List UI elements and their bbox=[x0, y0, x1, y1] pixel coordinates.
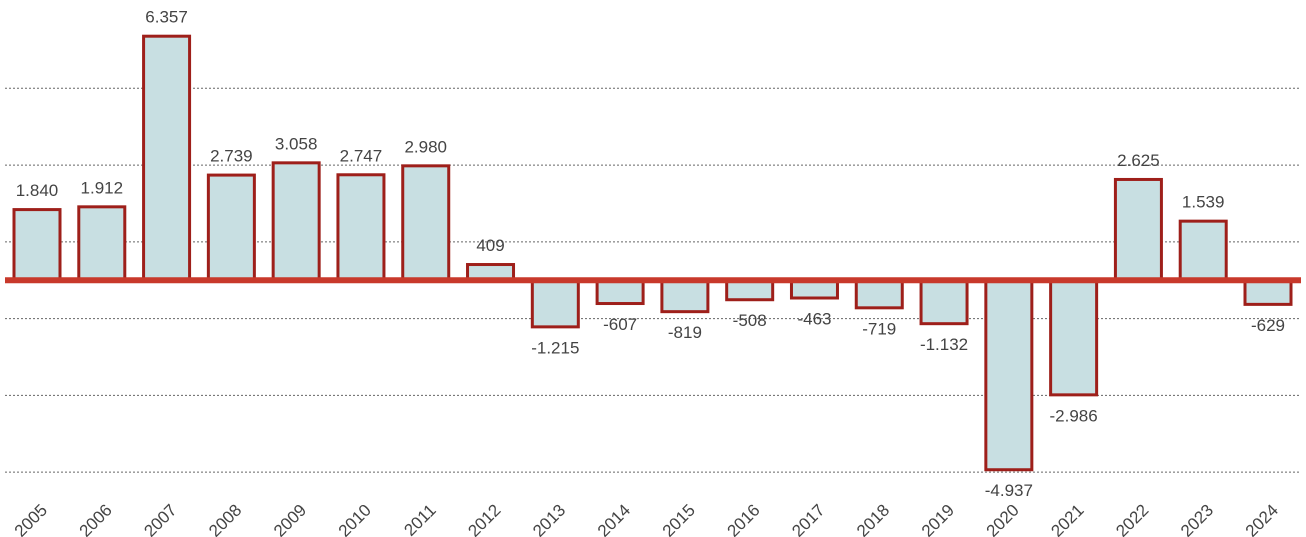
bar bbox=[1178, 219, 1228, 282]
value-label: 6.357 bbox=[145, 8, 188, 27]
value-label: -1.132 bbox=[920, 335, 968, 354]
value-label: 1.539 bbox=[1182, 193, 1225, 212]
x-tick-label: 2018 bbox=[853, 501, 893, 537]
x-tick-label: 2024 bbox=[1242, 501, 1282, 537]
x-tick-label: 2010 bbox=[335, 501, 375, 537]
value-label: -819 bbox=[668, 323, 702, 342]
bar bbox=[660, 278, 710, 314]
bar bbox=[206, 173, 256, 282]
value-label: -2.986 bbox=[1050, 406, 1098, 425]
bar bbox=[12, 208, 62, 282]
x-tick-label: 2008 bbox=[205, 501, 245, 537]
x-tick-label: 2015 bbox=[659, 501, 699, 537]
x-tick-label: 2014 bbox=[594, 501, 634, 537]
bar bbox=[854, 278, 904, 310]
x-tick-label: 2020 bbox=[983, 501, 1023, 537]
bar bbox=[1113, 177, 1163, 282]
value-label: -463 bbox=[797, 309, 831, 328]
bar bbox=[336, 173, 386, 282]
value-label: 3.058 bbox=[275, 134, 318, 153]
value-label: 1.912 bbox=[81, 178, 124, 197]
x-tick-label: 2017 bbox=[788, 501, 828, 537]
x-tick-label: 2006 bbox=[76, 501, 116, 537]
x-tick-label: 2023 bbox=[1177, 501, 1217, 537]
value-label: 409 bbox=[476, 236, 504, 255]
value-label: -629 bbox=[1251, 316, 1285, 335]
value-label: 2.747 bbox=[340, 146, 383, 165]
bar bbox=[401, 164, 451, 282]
value-label: 2.739 bbox=[210, 147, 253, 166]
x-tick-label: 2022 bbox=[1112, 501, 1152, 537]
value-label: -1.215 bbox=[531, 338, 579, 357]
bar bbox=[271, 161, 321, 282]
value-label: -4.937 bbox=[985, 481, 1033, 500]
bar bbox=[142, 34, 192, 282]
x-tick-label: 2007 bbox=[140, 501, 180, 537]
x-tick-label: 2016 bbox=[724, 501, 764, 537]
bar bbox=[595, 278, 645, 306]
bar bbox=[984, 278, 1034, 472]
value-label: -607 bbox=[603, 315, 637, 334]
value-label: -719 bbox=[862, 319, 896, 338]
value-label: 1.840 bbox=[16, 181, 59, 200]
bar bbox=[1049, 278, 1099, 397]
x-tick-label: 2019 bbox=[918, 501, 958, 537]
value-label: 2.980 bbox=[404, 137, 447, 156]
x-tick-label: 2009 bbox=[270, 501, 310, 537]
x-tick-label: 2011 bbox=[400, 501, 439, 537]
bar bbox=[530, 278, 580, 329]
x-tick-label: 2021 bbox=[1047, 501, 1087, 537]
value-label: -508 bbox=[733, 311, 767, 330]
x-tick-label: 2005 bbox=[11, 501, 51, 537]
x-tick-label: 2013 bbox=[529, 501, 569, 537]
bar bbox=[77, 205, 127, 282]
value-label: 2.625 bbox=[1117, 151, 1160, 170]
bar bbox=[919, 278, 969, 326]
bar bbox=[1243, 278, 1293, 306]
x-tick-label: 2012 bbox=[464, 501, 504, 537]
